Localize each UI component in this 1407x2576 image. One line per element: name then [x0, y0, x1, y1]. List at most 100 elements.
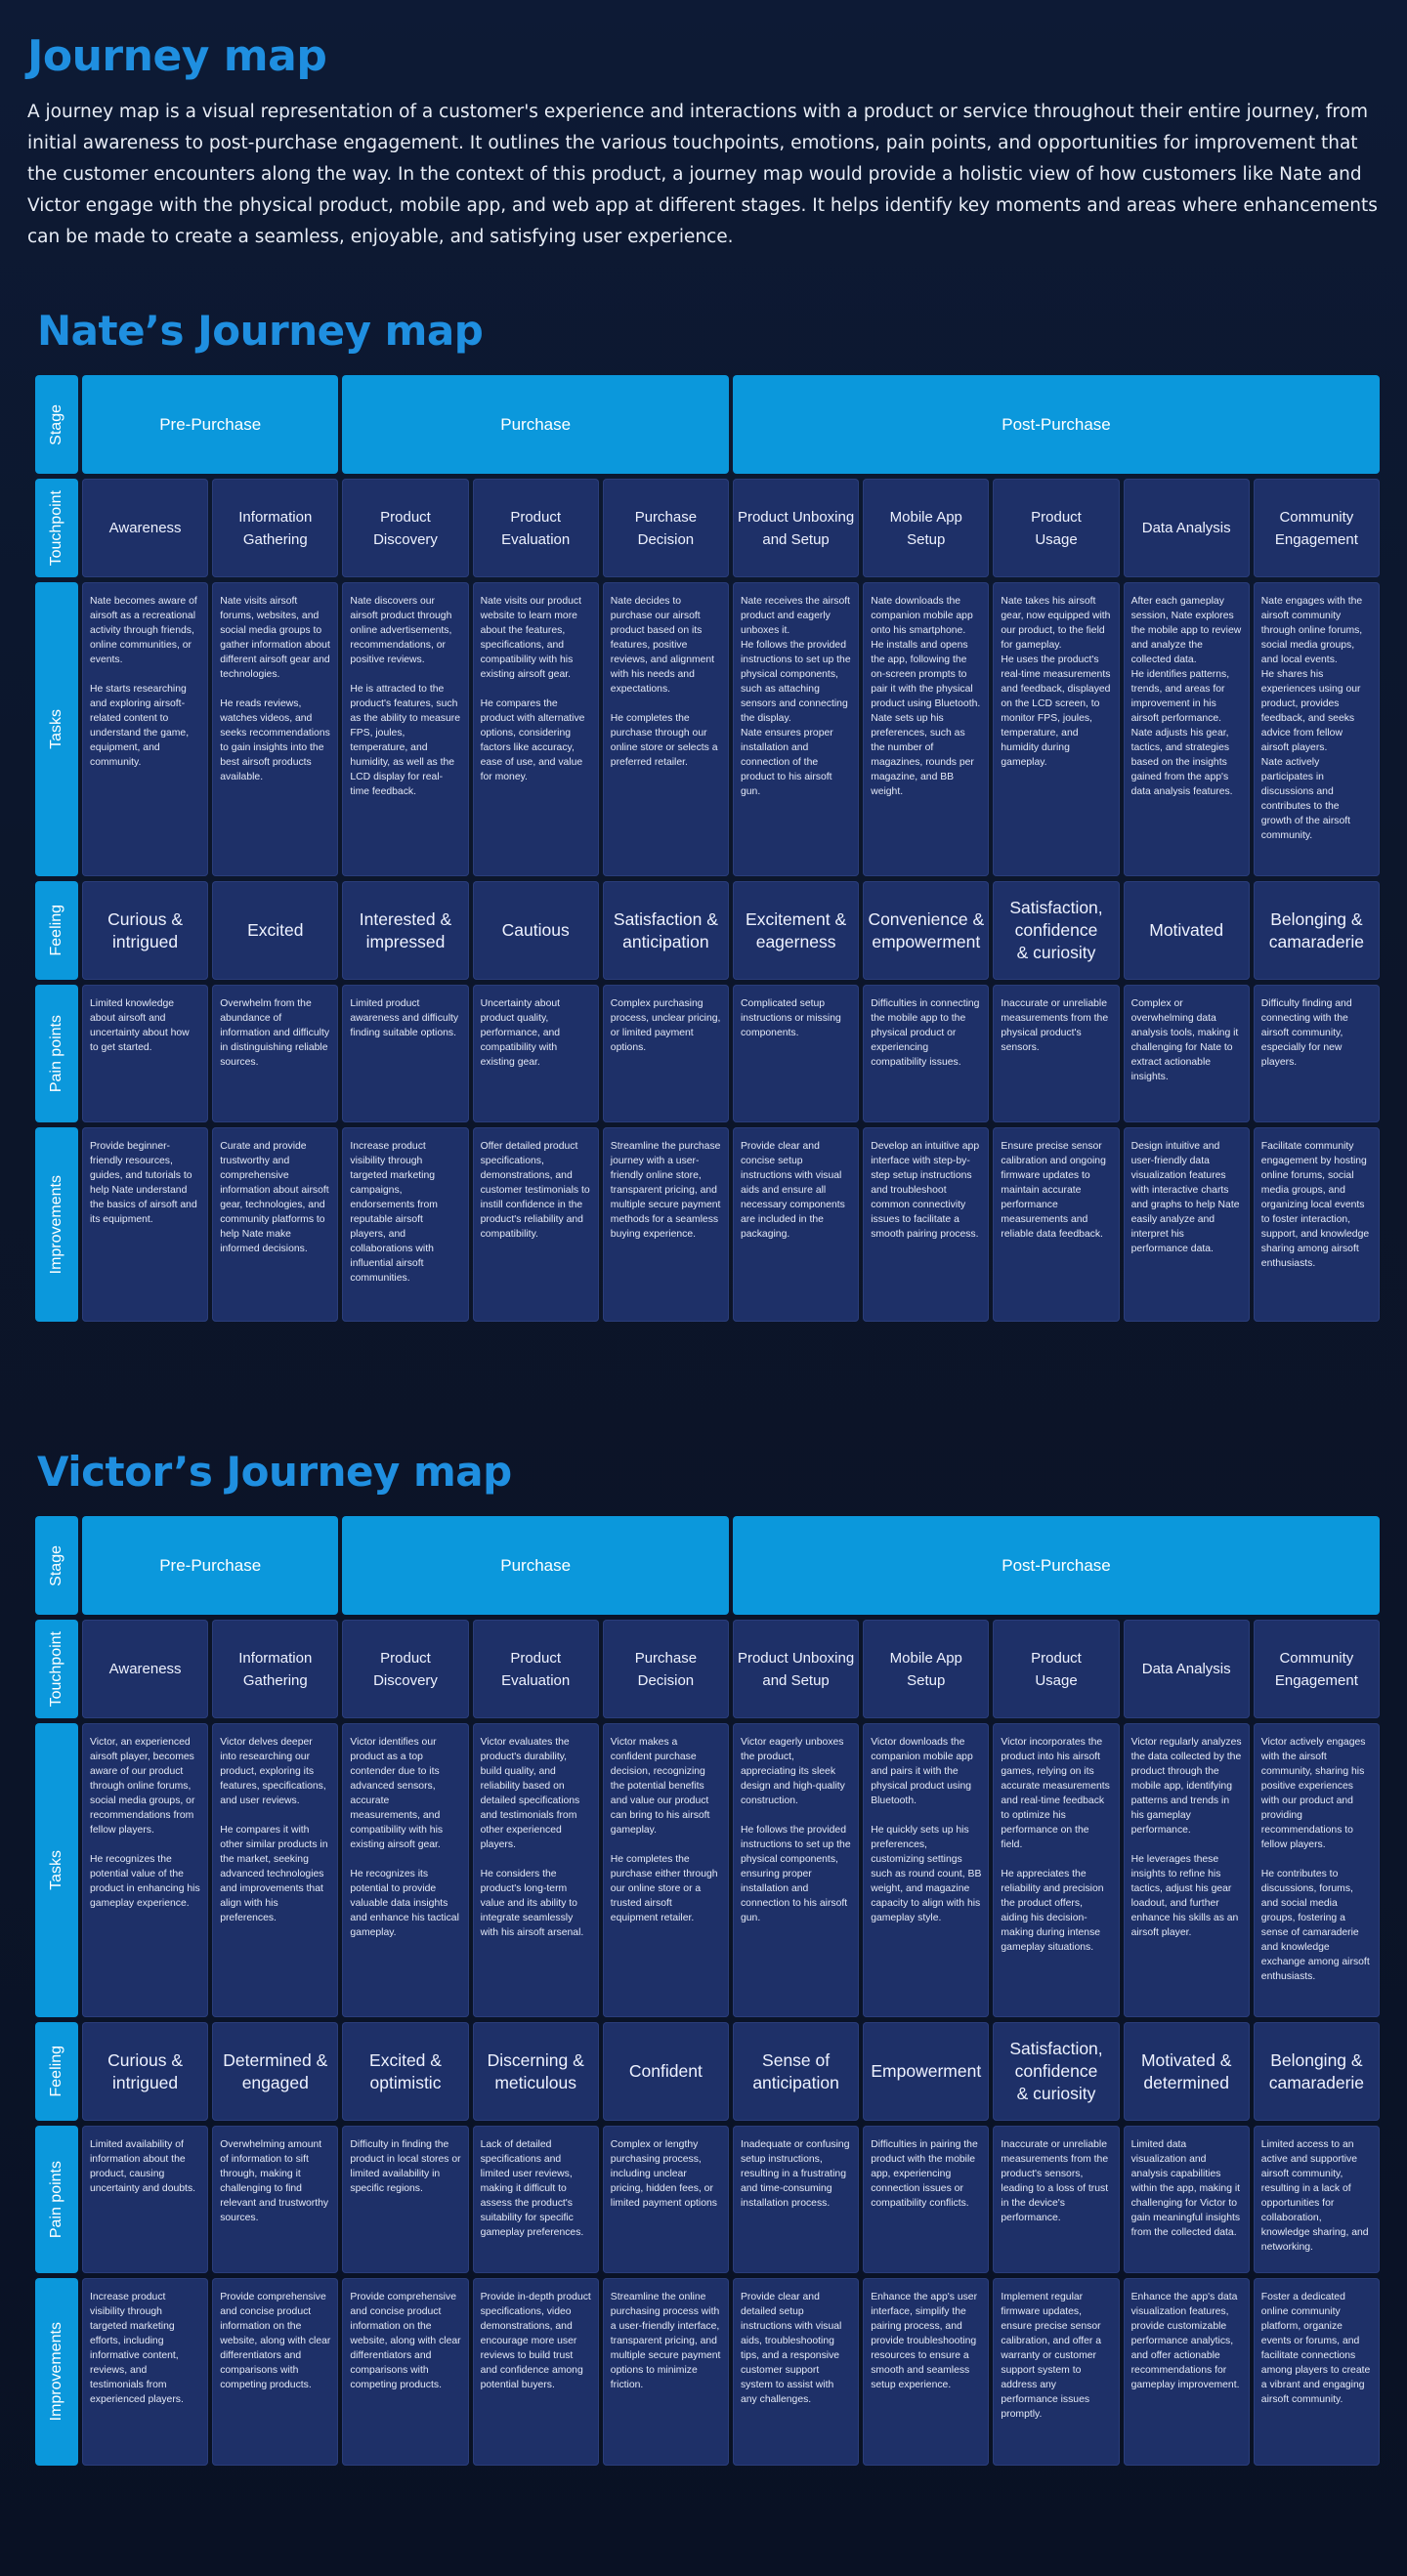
row-label-text: Pain points [48, 1014, 64, 1093]
tasks-cell: Nate receives the airsoft product and ea… [732, 582, 860, 876]
pain-point-cell: Overwhelm from the abundance of informat… [212, 985, 339, 1122]
improvement-cell: Provide comprehensive and concise produc… [212, 2278, 339, 2466]
tasks-cell: Victor identifies our product as a top c… [342, 1723, 469, 2017]
touchpoint-cell: Product Discovery [342, 1620, 469, 1718]
pain-point-cell: Limited data visualization and analysis … [1123, 2126, 1250, 2273]
row-label-text: Feeling [48, 905, 64, 956]
improvement-cell: Increase product visibility through targ… [82, 2278, 209, 2466]
tasks-cell: Victor eagerly unboxes the product, appr… [732, 1723, 860, 2017]
feeling-cell: Satisfaction & anticipation [602, 881, 729, 980]
row-label-improvements: Improvements [35, 1127, 78, 1322]
tasks-cell: Nate visits our product website to learn… [472, 582, 599, 876]
feeling-cell: Motivated [1123, 881, 1250, 980]
pain-point-cell: Uncertainty about product quality, perfo… [472, 985, 599, 1122]
touchpoint-cell: Information Gathering [212, 479, 339, 577]
pain-point-cell: Difficulties in connecting the mobile ap… [863, 985, 990, 1122]
pain-point-cell: Inaccurate or unreliable measurements fr… [993, 985, 1120, 1122]
tasks-cell: Nate decides to purchase our airsoft pro… [602, 582, 729, 876]
row-label-stage: Stage [35, 375, 78, 474]
pain-point-cell: Limited product awareness and difficulty… [342, 985, 469, 1122]
improvement-cell: Foster a dedicated online community plat… [1253, 2278, 1380, 2466]
pain-point-cell: Complex purchasing process, unclear pric… [602, 985, 729, 1122]
feeling-cell: Curious & intrigued [82, 2022, 209, 2121]
feeling-cell: Convenience & empowerment [863, 881, 990, 980]
touchpoint-cell: Community Engagement [1253, 1620, 1380, 1718]
feeling-cell: Determined & engaged [212, 2022, 339, 2121]
nate-journey-map: Nate’s Journey map Stage Pre-Purchase Purc… [35, 307, 1380, 1322]
improvement-cell: Design intuitive and user-friendly data … [1123, 1127, 1250, 1322]
tasks-cell: Victor actively engages with the airsoft… [1253, 1723, 1380, 2017]
tasks-cell: Victor incorporates the product into his… [993, 1723, 1120, 2017]
tasks-cell: Victor, an experienced airsoft player, b… [82, 1723, 209, 2017]
row-label-tasks: Tasks [35, 1723, 78, 2017]
tasks-cell: Victor evaluates the product's durabilit… [472, 1723, 599, 2017]
tasks-cell: Nate becomes aware of airsoft as a recre… [82, 582, 209, 876]
improvement-cell: Ensure precise sensor calibration and on… [993, 1127, 1120, 1322]
touchpoint-cell: Mobile App Setup [863, 479, 990, 577]
touchpoint-cell: Product Usage [993, 479, 1120, 577]
row-label-text: Touchpoint [48, 1630, 64, 1708]
touchpoint-cell: Awareness [82, 479, 209, 577]
pain-point-cell: Overwhelming amount of information to si… [212, 2126, 339, 2273]
row-label-tasks: Tasks [35, 582, 78, 876]
row-label-text: Tasks [48, 1850, 64, 1890]
tasks-cell: Nate visits airsoft forums, websites, an… [212, 582, 339, 876]
feeling-cell: Satisfaction, confidence & curiosity [993, 881, 1120, 980]
feeling-cell: Excited [212, 881, 339, 980]
tasks-cell: Nate takes his airsoft gear, now equippe… [993, 582, 1120, 876]
row-label-touchpoint: Touchpoint [35, 479, 78, 577]
pain-point-cell: Inaccurate or unreliable measurements fr… [993, 2126, 1120, 2273]
tasks-cell: Nate discovers our airsoft product throu… [342, 582, 469, 876]
victor-journey-map: Victor’s Journey map Stage Pre-Purchase Pu… [35, 1448, 1380, 2466]
improvement-cell: Enhance the app's data visualization fea… [1123, 2278, 1250, 2466]
pain-point-cell: Difficulty finding and connecting with t… [1253, 985, 1380, 1122]
tasks-cell: Victor regularly analyzes the data colle… [1123, 1723, 1250, 2017]
pain-point-cell: Complicated setup instructions or missin… [732, 985, 860, 1122]
journey-grid: Stage Pre-Purchase Purchase Post-Purchase To… [35, 375, 1380, 1322]
touchpoint-cell: Product Discovery [342, 479, 469, 577]
feeling-cell: Interested & impressed [342, 881, 469, 980]
stage-header: Post-Purchase [732, 375, 1380, 474]
pain-point-cell: Limited access to an active and supporti… [1253, 2126, 1380, 2273]
touchpoint-cell: Purchase Decision [602, 479, 729, 577]
touchpoint-cell: Product Evaluation [472, 1620, 599, 1718]
row-label-touchpoint: Touchpoint [35, 1620, 78, 1718]
row-label-pain-points: Pain points [35, 2126, 78, 2273]
touchpoint-cell: Community Engagement [1253, 479, 1380, 577]
pain-point-cell: Complex or lengthy purchasing process, i… [602, 2126, 729, 2273]
tasks-cell: Nate downloads the companion mobile app … [863, 582, 990, 876]
row-label-text: Stage [48, 403, 64, 445]
feeling-cell: Excitement & eagerness [732, 881, 860, 980]
intro-section: Journey map A journey map is a visual re… [27, 31, 1386, 253]
stage-header: Pre-Purchase [82, 1516, 339, 1615]
stage-header: Purchase [342, 375, 729, 474]
improvement-cell: Offer detailed product specifications, d… [472, 1127, 599, 1322]
feeling-cell: Confident [602, 2022, 729, 2121]
touchpoint-cell: Data Analysis [1123, 1620, 1250, 1718]
pain-point-cell: Difficulty in finding the product in loc… [342, 2126, 469, 2273]
row-label-stage: Stage [35, 1516, 78, 1615]
improvement-cell: Provide clear and detailed setup instruc… [732, 2278, 860, 2466]
pain-point-cell: Lack of detailed specifications and limi… [472, 2126, 599, 2273]
row-label-text: Improvements [48, 2322, 64, 2422]
map-title: Nate’s Journey map [37, 307, 484, 355]
improvement-cell: Streamline the purchase journey with a u… [602, 1127, 729, 1322]
improvement-cell: Implement regular firmware updates, ensu… [993, 2278, 1120, 2466]
row-label-text: Pain points [48, 2160, 64, 2239]
touchpoint-cell: Awareness [82, 1620, 209, 1718]
touchpoint-cell: Product Usage [993, 1620, 1120, 1718]
stage-header: Post-Purchase [732, 1516, 1380, 1615]
touchpoint-cell: Purchase Decision [602, 1620, 729, 1718]
row-label-text: Tasks [48, 709, 64, 749]
stage-header: Pre-Purchase [82, 375, 339, 474]
touchpoint-cell: Product Unboxing and Setup [732, 1620, 860, 1718]
pain-point-cell: Limited availability of information abou… [82, 2126, 209, 2273]
tasks-cell: Victor downloads the companion mobile ap… [863, 1723, 990, 2017]
touchpoint-cell: Information Gathering [212, 1620, 339, 1718]
tasks-cell: Victor delves deeper into researching ou… [212, 1723, 339, 2017]
pain-point-cell: Complex or overwhelming data analysis to… [1123, 985, 1250, 1122]
feeling-cell: Sense of anticipation [732, 2022, 860, 2121]
tasks-cell: After each gameplay session, Nate explor… [1123, 582, 1250, 876]
improvement-cell: Provide in-depth product specifications,… [472, 2278, 599, 2466]
touchpoint-cell: Product Unboxing and Setup [732, 479, 860, 577]
